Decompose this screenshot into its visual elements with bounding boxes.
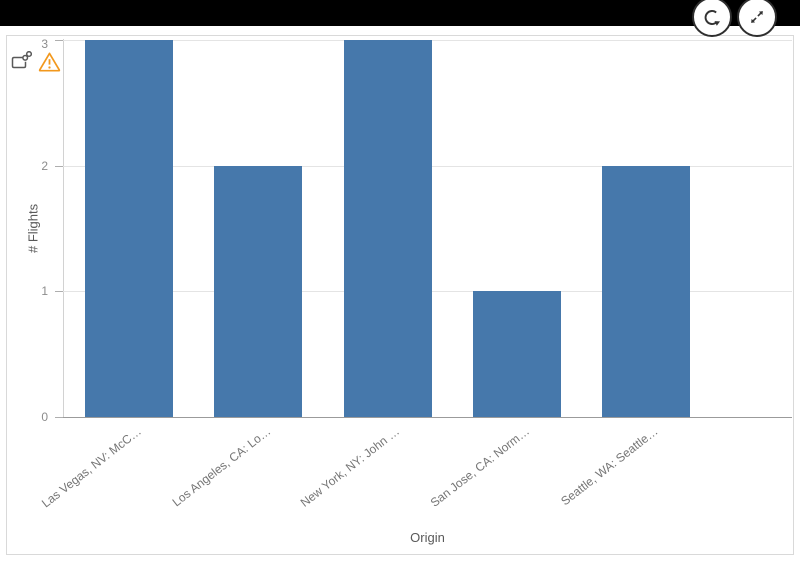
navigation-link-icon[interactable] <box>10 51 32 72</box>
y-tick-label: 2 <box>41 158 48 173</box>
refresh-icon <box>704 9 720 26</box>
x-tick-label[interactable]: Los Angeles, CA: Lo… <box>169 424 273 510</box>
x-tick-label[interactable]: San Jose, CA: Norm… <box>427 424 532 510</box>
chart-status-icons <box>10 51 61 72</box>
bar[interactable] <box>214 165 303 417</box>
y-tick-label: 3 <box>41 37 48 51</box>
refresh-button[interactable] <box>692 0 732 37</box>
expand-icon <box>751 11 763 23</box>
x-axis-baseline <box>63 417 792 418</box>
y-axis-line <box>63 39 64 417</box>
y-tick-mark <box>55 165 63 167</box>
plot-area: 0 1 2 3 Las Vegas, NV: McC… Los Angeles, CA: … <box>7 36 793 554</box>
bar[interactable] <box>343 40 432 417</box>
x-tick-label[interactable]: Seattle, WA: Seattle… <box>558 424 661 509</box>
chart-card: # Flights 0 1 2 3 Las Vegas, NV: McC… Los Ang… <box>6 35 794 555</box>
expand-button[interactable] <box>737 0 777 37</box>
y-tick-mark <box>55 291 63 293</box>
y-tick-mark <box>55 40 63 41</box>
bar[interactable] <box>602 165 691 417</box>
bar[interactable] <box>85 40 173 417</box>
y-tick-label: 1 <box>41 284 48 299</box>
x-tick-label[interactable]: Las Vegas, NV: McC… <box>38 424 144 511</box>
bar[interactable] <box>472 291 561 417</box>
y-tick-label: 0 <box>41 410 48 424</box>
x-axis-title: Origin <box>410 530 445 545</box>
x-tick-label[interactable]: New York, NY: John … <box>297 424 403 510</box>
y-tick-mark <box>55 417 63 418</box>
warning-icon[interactable] <box>38 51 61 72</box>
app-topbar <box>0 0 800 26</box>
